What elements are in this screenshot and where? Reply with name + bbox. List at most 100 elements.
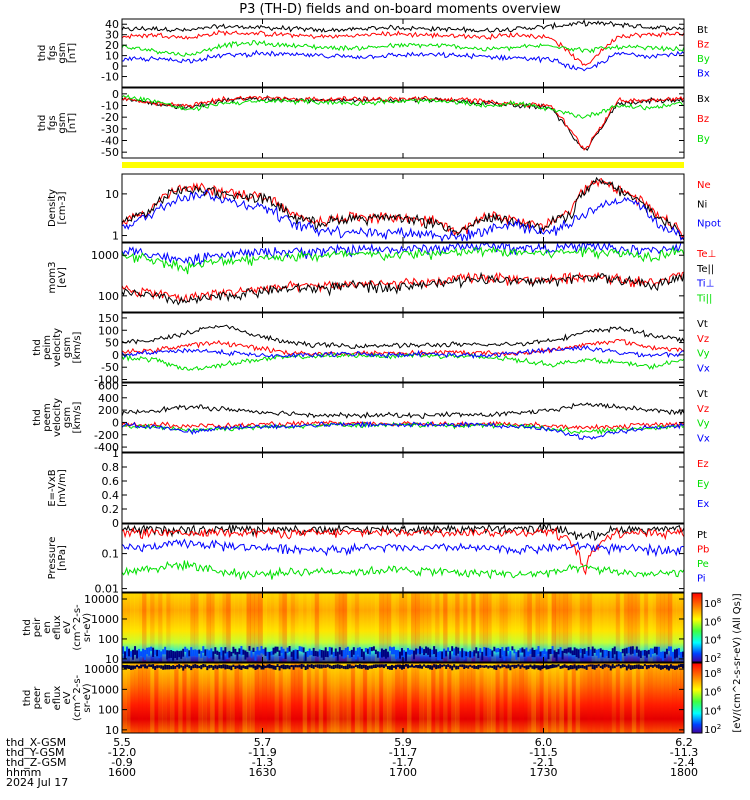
noise-pixel [499,665,502,669]
noise-pixel [244,650,247,660]
y-axis-label: [km/s] [72,401,83,433]
noise-pixel [567,647,570,653]
y-axis-label: mom3 [47,262,58,294]
spectrogram-stripe [455,593,460,662]
noise-pixel [435,664,438,670]
spectrogram-stripe [246,663,251,733]
spectrogram-stripe [166,663,171,733]
spectrogram-stripe [631,593,637,662]
noise-pixel [144,664,147,669]
noise-pixel [575,665,578,671]
noise-pixel [633,664,636,669]
spectrogram-stripe [571,593,577,662]
spectrogram-stripe [555,663,561,733]
noise-pixel [300,646,303,652]
noise-pixel [449,650,452,660]
y-tick-label: 0 [112,349,119,362]
spectrogram-stripe [254,663,259,733]
spectrogram-stripe [142,663,147,733]
noise-pixel [559,647,562,657]
noise-pixel [254,665,257,670]
noise-pixel [348,650,351,659]
y-tick-label: 10 [105,724,119,737]
legend-Bz: Bz [697,114,709,125]
noise-pixel [435,649,438,658]
panel-frame [121,452,685,524]
noise-pixel [240,646,243,656]
noise-pixel [312,647,315,657]
noise-pixel [212,665,215,670]
spectrogram-stripe [378,593,384,662]
noise-pixel [352,647,355,655]
y-axis-label: gsm [57,42,68,63]
noise-pixel [170,650,173,658]
noise-pixel [419,646,422,655]
noise-pixel [384,648,387,659]
spectrogram-stripe [138,593,143,662]
noise-pixel [154,649,157,655]
spectrogram-stripe [214,663,219,733]
noise-pixel [679,651,682,659]
y-axis-label: [nT] [67,113,78,133]
spectrogram-stripe [615,663,621,733]
noise-pixel [368,647,371,655]
noise-pixel [553,664,556,668]
noise-pixel [573,647,576,656]
noise-pixel [244,665,247,669]
noise-pixel [298,646,301,652]
noise-pixel [463,650,466,660]
noise-pixel [663,651,666,659]
noise-pixel [288,665,291,670]
noise-pixel [539,665,542,671]
spectrogram-stripe [515,593,520,662]
noise-pixel [461,664,464,668]
noise-pixel [653,664,656,667]
spectrogram-stripe [298,663,304,733]
noise-pixel [479,664,482,668]
legend-Ti: Ti⊥ [696,279,714,290]
noise-pixel [517,650,520,658]
noise-pixel [647,665,650,669]
spectrogram-stripe [330,663,336,733]
noise-pixel [262,648,265,655]
noise-pixel [328,664,331,669]
noise-pixel [519,648,522,653]
spectrogram-stripe [551,593,557,662]
noise-pixel [214,664,217,669]
spectrogram-stripe [386,593,392,662]
spectrogram-stripe [174,663,179,733]
spectrogram-stripe [362,593,368,662]
noise-pixel [645,650,648,658]
noise-pixel [409,665,412,668]
noise-pixel [409,649,412,655]
spectrogram-stripe [130,593,135,662]
noise-pixel [366,648,369,654]
spectrogram-stripe [543,593,549,662]
y-axis-label: peim [42,335,53,360]
noise-pixel [156,649,159,657]
noise-pixel [382,664,385,669]
y-tick-label: 1000 [91,683,119,696]
spectrogram-stripe [338,593,344,662]
noise-pixel [431,665,434,670]
spectrogram-stripe [475,593,480,662]
noise-pixel [390,664,393,670]
y-axis-label: velocity [52,328,63,367]
legend-Npot: Npot [697,219,721,230]
colorbar [691,662,703,734]
spectrogram-stripe [643,593,649,662]
noise-pixel [272,665,275,670]
y-axis-label: [km/s] [72,331,83,363]
spectrogram-stripe [651,663,657,733]
noise-pixel [258,664,261,668]
y-tick-label: 1 [112,230,119,243]
spectrogram-stripe [595,663,601,733]
spectrogram-stripe [575,663,581,733]
spectrogram-stripe [126,593,131,662]
y-tick-label: 0 [112,416,119,429]
y-tick-label: 100 [98,324,119,337]
y-tick-label: 0.1 [102,548,120,561]
noise-pixel [338,664,341,669]
spectrogram-stripe [547,663,553,733]
y-axis-label: sr-eV) [82,683,93,712]
